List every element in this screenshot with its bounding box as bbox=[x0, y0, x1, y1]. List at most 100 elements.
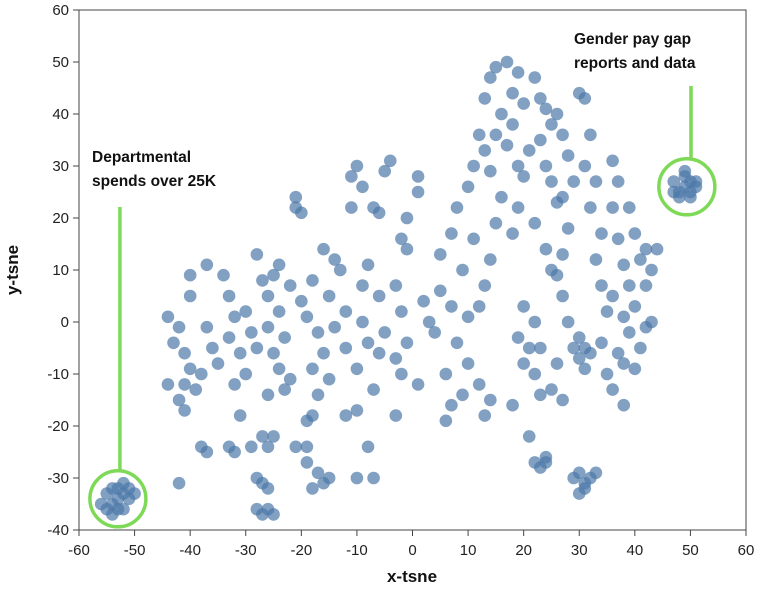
x-tick-label: 30 bbox=[571, 542, 588, 559]
data-point bbox=[556, 128, 569, 142]
data-point bbox=[178, 378, 191, 391]
data-point bbox=[428, 326, 442, 339]
data-point bbox=[611, 175, 625, 188]
data-point bbox=[461, 180, 475, 194]
data-point bbox=[606, 154, 619, 168]
data-point bbox=[461, 357, 475, 370]
data-point bbox=[322, 372, 336, 386]
y-axis-title: y-tsne bbox=[3, 245, 22, 295]
data-point bbox=[283, 279, 297, 292]
data-point bbox=[350, 404, 364, 417]
data-point bbox=[506, 227, 519, 240]
data-point bbox=[233, 409, 247, 422]
highlight-circle-gender-pay-gap bbox=[657, 157, 717, 217]
data-point bbox=[511, 331, 525, 344]
data-point bbox=[467, 232, 480, 246]
data-point bbox=[161, 310, 175, 324]
data-point bbox=[517, 357, 530, 370]
data-point bbox=[333, 263, 347, 277]
data-point bbox=[639, 242, 653, 256]
data-point bbox=[528, 216, 542, 230]
data-point bbox=[606, 289, 619, 303]
data-point bbox=[256, 274, 269, 287]
data-point bbox=[439, 367, 453, 381]
data-point bbox=[372, 346, 386, 360]
data-point bbox=[317, 242, 330, 256]
data-point bbox=[617, 357, 631, 370]
data-point bbox=[550, 107, 564, 121]
data-point bbox=[250, 341, 264, 355]
data-point bbox=[545, 175, 558, 188]
data-point bbox=[356, 180, 369, 194]
y-tick-label: -10 bbox=[47, 366, 69, 383]
x-axis: -60 -50 -40 -30 -20 -10 0 10 20 30 40 50 60 bbox=[68, 530, 754, 559]
data-point bbox=[311, 326, 325, 339]
data-point bbox=[650, 242, 664, 256]
data-point bbox=[289, 440, 303, 454]
x-tick-label: -60 bbox=[68, 542, 90, 559]
data-point bbox=[595, 336, 608, 350]
data-point bbox=[278, 383, 291, 396]
data-point bbox=[272, 362, 286, 376]
data-point bbox=[528, 71, 542, 84]
data-point bbox=[372, 206, 386, 220]
data-point bbox=[228, 310, 241, 324]
data-point bbox=[617, 398, 631, 412]
data-point bbox=[495, 190, 508, 204]
data-point bbox=[106, 508, 119, 521]
data-point bbox=[261, 388, 275, 402]
data-point bbox=[489, 128, 503, 142]
data-point bbox=[578, 362, 592, 376]
data-point bbox=[539, 102, 553, 116]
data-point bbox=[556, 393, 569, 407]
data-point bbox=[350, 362, 364, 376]
data-point bbox=[167, 336, 180, 350]
data-point bbox=[183, 362, 197, 376]
data-point bbox=[539, 159, 553, 173]
data-point bbox=[222, 331, 236, 344]
data-point bbox=[411, 170, 425, 183]
data-point bbox=[622, 201, 636, 214]
data-point bbox=[545, 118, 558, 131]
data-point bbox=[372, 289, 386, 303]
data-point bbox=[550, 357, 564, 370]
data-point bbox=[578, 92, 592, 105]
data-point bbox=[350, 159, 364, 173]
data-point bbox=[634, 253, 647, 266]
data-point bbox=[506, 398, 519, 412]
data-point bbox=[484, 164, 497, 178]
data-point bbox=[306, 409, 319, 422]
data-point bbox=[256, 508, 269, 521]
data-point bbox=[300, 310, 314, 324]
data-point bbox=[172, 476, 186, 490]
data-point bbox=[222, 289, 236, 303]
data-point bbox=[534, 133, 547, 147]
data-point bbox=[600, 367, 614, 381]
data-point bbox=[445, 227, 458, 240]
data-point bbox=[411, 378, 425, 391]
data-point bbox=[267, 346, 280, 360]
data-point bbox=[239, 367, 253, 381]
x-tick-label: -30 bbox=[235, 542, 257, 559]
data-point bbox=[472, 378, 486, 391]
y-tick-label: -20 bbox=[47, 418, 69, 435]
data-point bbox=[539, 242, 553, 256]
data-point bbox=[345, 201, 358, 214]
data-point bbox=[445, 398, 458, 412]
data-point bbox=[645, 315, 658, 329]
data-point bbox=[306, 274, 319, 287]
data-point bbox=[261, 482, 275, 495]
data-point bbox=[628, 300, 642, 313]
data-point bbox=[639, 279, 653, 292]
data-point bbox=[200, 258, 214, 272]
data-point bbox=[611, 346, 625, 360]
data-point bbox=[389, 279, 403, 292]
data-point bbox=[611, 232, 625, 246]
data-point bbox=[634, 341, 647, 355]
data-point bbox=[511, 159, 525, 173]
data-point bbox=[261, 289, 275, 303]
data-point bbox=[411, 185, 425, 199]
x-axis-title: x-tsne bbox=[387, 567, 437, 586]
data-point bbox=[628, 227, 642, 240]
